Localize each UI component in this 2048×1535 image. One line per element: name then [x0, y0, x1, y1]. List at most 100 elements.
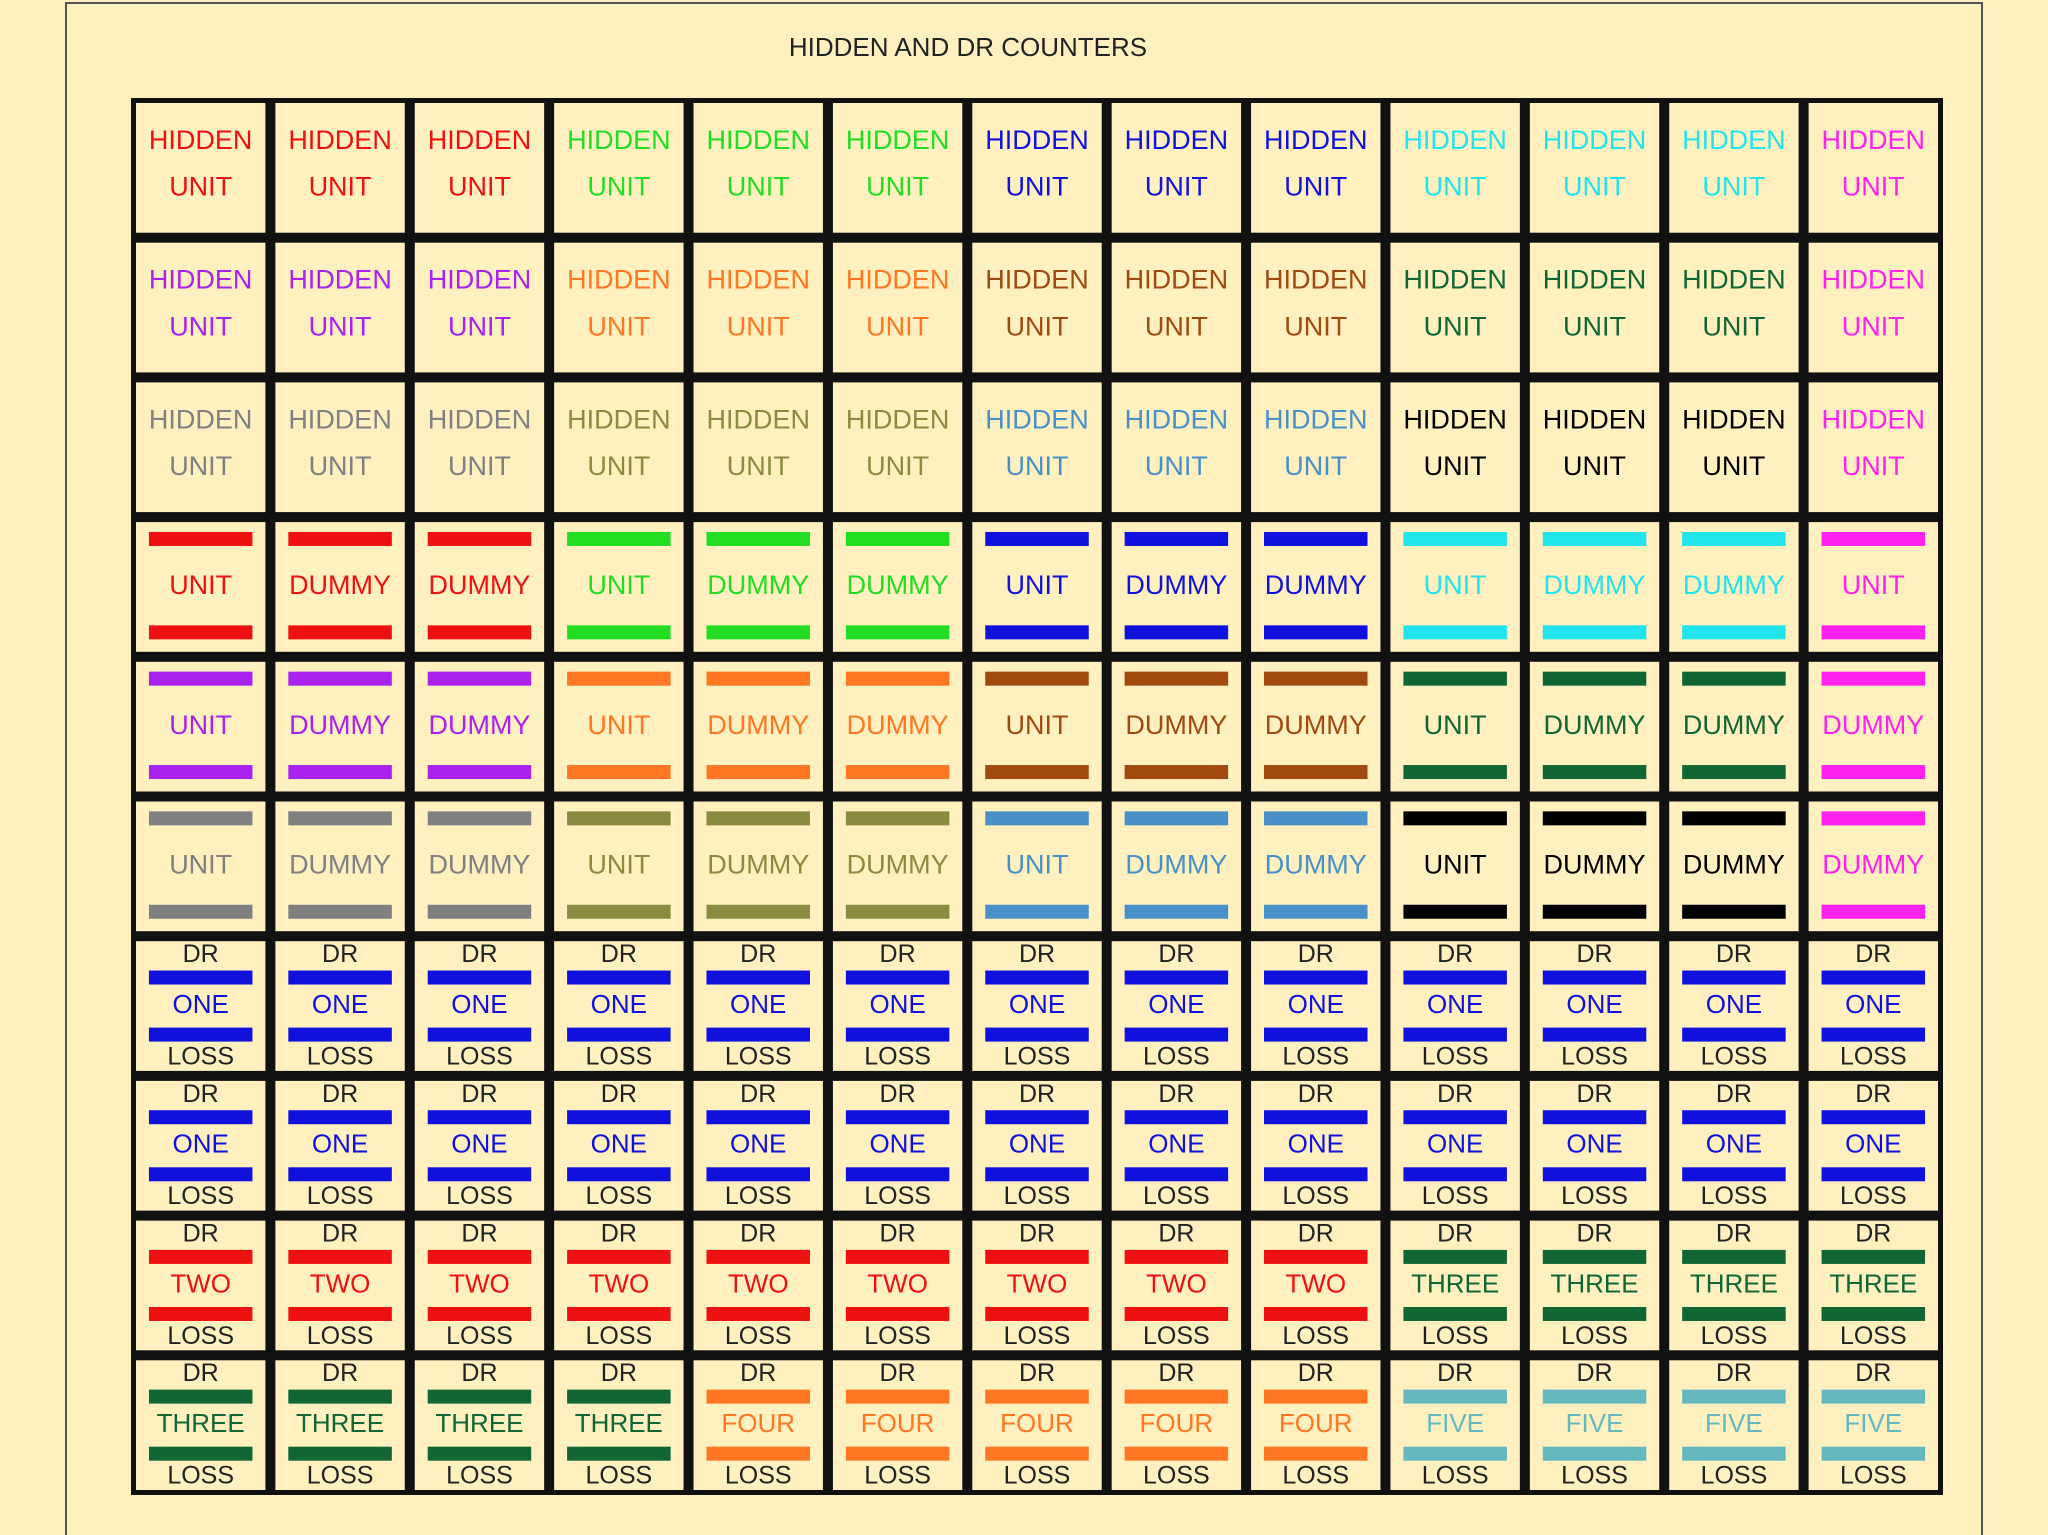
counter-label: HIDDEN: [1543, 125, 1647, 155]
sheet-title: HIDDEN AND DR COUNTERS: [789, 32, 1147, 62]
counter-stripe: [1264, 1446, 1368, 1461]
counter-label: DUMMY: [707, 570, 809, 600]
counter: [832, 1080, 963, 1211]
counter-label: HIDDEN: [1682, 265, 1786, 295]
counter-label: ONE: [869, 1129, 925, 1159]
counter-label: HIDDEN: [288, 265, 392, 295]
counter-label: HIDDEN: [1125, 404, 1229, 434]
counter: [972, 1360, 1102, 1490]
counter-label: LOSS: [167, 1322, 234, 1350]
counter-stripe: [288, 1249, 392, 1264]
counter: [414, 1360, 545, 1490]
counter-stripe: [1542, 904, 1647, 919]
counter-label: DR: [1855, 1080, 1891, 1108]
counter-stripe: [985, 1389, 1089, 1404]
counter-label: UNIT: [1702, 311, 1765, 341]
counter-label: LOSS: [1422, 1322, 1489, 1350]
counter-stripe: [1682, 1110, 1786, 1125]
counter: [1251, 242, 1381, 373]
counter-stripe: [567, 1389, 671, 1404]
counter-stripe: [1264, 970, 1368, 985]
counter-stripe: [148, 1446, 253, 1461]
counter: [554, 1080, 684, 1211]
counter-label: DUMMY: [1683, 710, 1785, 740]
counter-stripe: [1264, 1167, 1368, 1182]
counter-stripe: [1821, 1389, 1926, 1404]
counter-label: UNIT: [309, 311, 372, 341]
counter-label: LOSS: [1561, 1043, 1628, 1071]
counter-stripe: [1821, 1446, 1926, 1461]
counter-stripe: [567, 1249, 671, 1264]
counter-label: LOSS: [167, 1043, 234, 1071]
counter-label: DUMMY: [289, 849, 391, 879]
counter-label: ONE: [730, 989, 786, 1019]
counter: [275, 382, 405, 513]
counter: [554, 1360, 684, 1490]
counter-stripe: [706, 1389, 810, 1404]
counter-stripe: [1403, 811, 1507, 826]
counter-label: LOSS: [167, 1182, 234, 1210]
counter-label: HIDDEN: [706, 125, 810, 155]
counter: [1390, 242, 1520, 373]
counter: [972, 941, 1102, 1071]
counter-label: HIDDEN: [1125, 125, 1229, 155]
counter: [1808, 1360, 1938, 1490]
counter-stripe: [1821, 811, 1926, 826]
counter: [832, 382, 963, 513]
counter: [554, 941, 684, 1071]
counter-label: DUMMY: [428, 849, 530, 879]
counter-label: DR: [1576, 940, 1612, 968]
counter-stripe: [1403, 531, 1507, 546]
counter-label: FIVE: [1426, 1408, 1484, 1438]
counter-label: LOSS: [1701, 1462, 1768, 1490]
counter-stripe: [1542, 625, 1647, 640]
counter-label: LOSS: [1561, 1182, 1628, 1210]
counter-label: UNIT: [1006, 710, 1069, 740]
counter: [1529, 1360, 1660, 1490]
counter-stripe: [1542, 1389, 1647, 1404]
counter-stripe: [706, 1027, 810, 1042]
counter-label: UNIT: [1424, 570, 1487, 600]
counter: [832, 242, 963, 373]
counter-label: THREE: [1550, 1268, 1638, 1298]
counter-stripe: [985, 1167, 1089, 1182]
counter-label: DR: [1855, 1219, 1891, 1247]
counter-label: TWO: [170, 1268, 231, 1298]
counter-stripe: [1821, 531, 1926, 546]
counter-label: DR: [1158, 1359, 1194, 1387]
counter-stripe: [706, 1167, 810, 1182]
counter-label: UNIT: [1424, 451, 1487, 481]
counter-label: TWO: [589, 1268, 650, 1298]
counter-stripe: [567, 671, 671, 686]
counter-label: DR: [322, 1219, 358, 1247]
counter: [1111, 1220, 1242, 1351]
counter-stripe: [845, 1110, 950, 1125]
counter-stripe: [567, 1027, 671, 1042]
counter-label: DR: [880, 940, 916, 968]
counter-stripe: [845, 625, 950, 640]
counter-label: LOSS: [1701, 1322, 1768, 1350]
counter-label: UNIT: [1006, 849, 1069, 879]
counter-label: UNIT: [169, 849, 232, 879]
counter-stripe: [1403, 1446, 1507, 1461]
counter-label: DUMMY: [289, 710, 391, 740]
counter-label: DUMMY: [847, 710, 949, 740]
counter-stripe: [1682, 1389, 1786, 1404]
counter: [972, 382, 1102, 513]
counter-label: ONE: [1009, 989, 1065, 1019]
counter-label: HIDDEN: [1125, 265, 1229, 295]
counter-label: ONE: [173, 1129, 229, 1159]
counter-label: HIDDEN: [1682, 125, 1786, 155]
counter-stripe: [706, 1306, 810, 1321]
counter-stripe: [1403, 1027, 1507, 1042]
counter-label: DUMMY: [707, 849, 809, 879]
counter-stripe: [706, 1249, 810, 1264]
counter-label: DR: [183, 1219, 219, 1247]
counter-stripe: [1403, 1389, 1507, 1404]
counter-stripe: [1682, 1027, 1786, 1042]
counter-label: UNIT: [1563, 172, 1626, 202]
counter-label: DR: [740, 940, 776, 968]
counter-label: ONE: [1427, 1129, 1483, 1159]
counter: [136, 1360, 266, 1490]
counter-label: HIDDEN: [149, 404, 253, 434]
